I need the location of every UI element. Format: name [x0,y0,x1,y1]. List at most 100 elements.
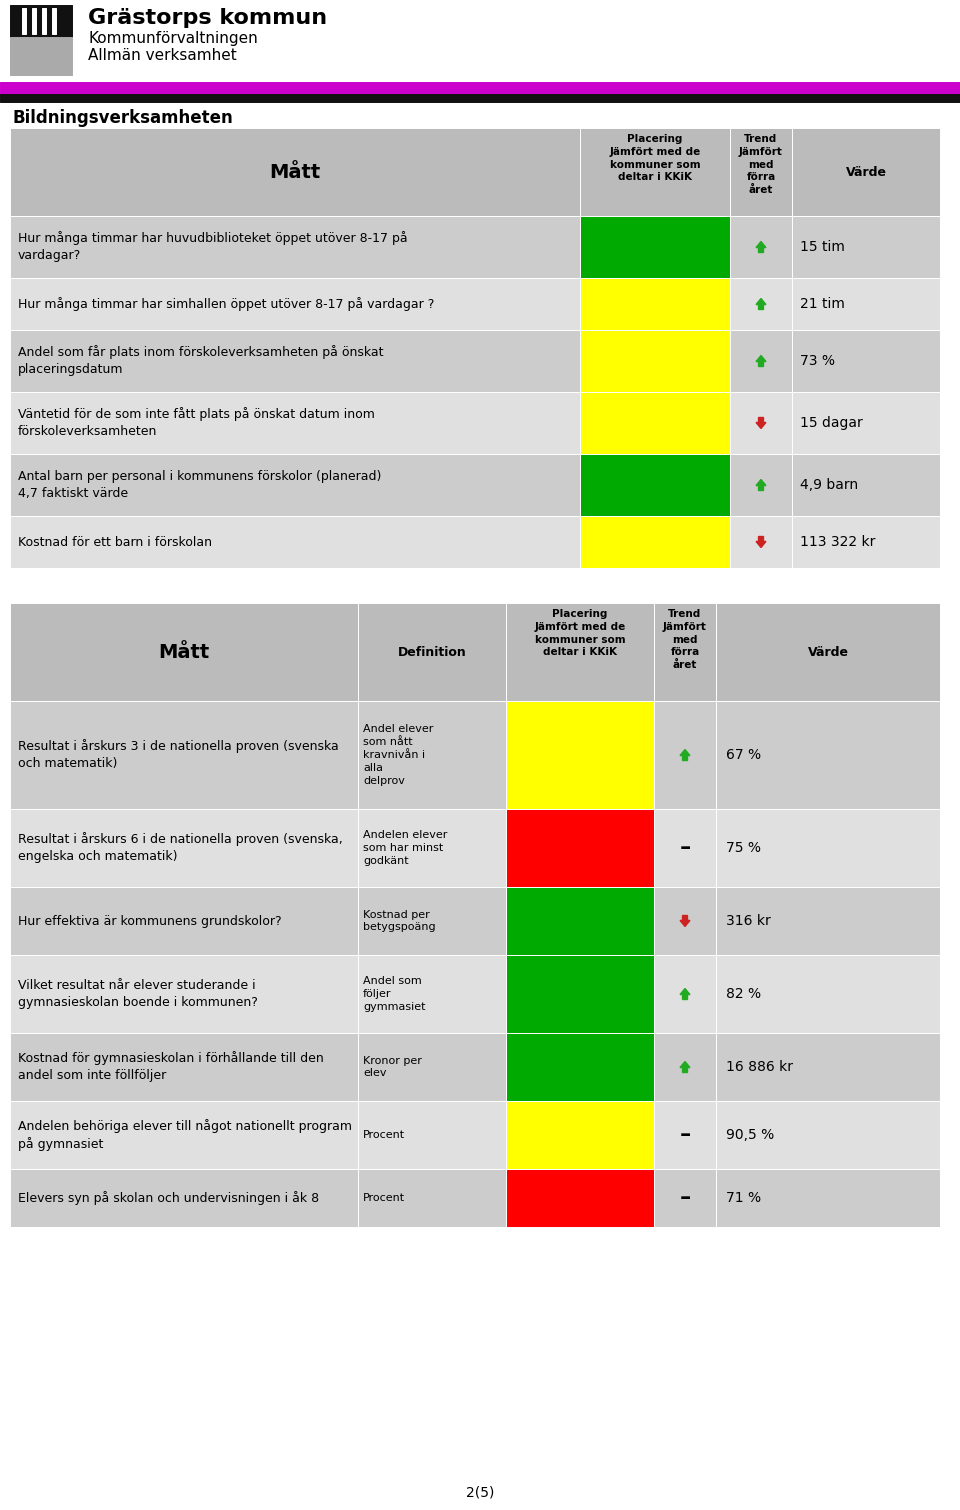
Text: 16 886 kr: 16 886 kr [726,1060,793,1074]
Bar [654,1101,716,1169]
FancyArrow shape [680,989,690,1000]
Bar [716,701,940,809]
Text: 15 tim: 15 tim [800,240,845,254]
Bar [716,602,940,701]
FancyArrow shape [756,299,766,310]
Bar [654,701,716,809]
Bar [0,82,960,94]
Bar [792,393,940,455]
Bar [506,954,654,1033]
Text: Resultat i årskurs 6 i de nationella proven (svenska,
engelska och matematik): Resultat i årskurs 6 i de nationella pro… [18,832,343,864]
Bar [506,1169,654,1228]
Text: Vilket resultat når elever studerande i
gymnasieskolan boende i kommunen?: Vilket resultat når elever studerande i … [18,978,258,1009]
Bar [580,216,730,278]
Bar [730,516,792,568]
Bar [358,602,506,701]
Bar [10,1033,358,1101]
Text: Placering
Jämfört med de
kommuner som
deltar i KKiK: Placering Jämfört med de kommuner som de… [535,609,626,657]
Text: Hur effektiva är kommunens grundskolor?: Hur effektiva är kommunens grundskolor? [18,915,281,927]
Bar [792,216,940,278]
Text: Kronor per
elev: Kronor per elev [363,1055,421,1078]
Text: 73 %: 73 % [800,353,835,368]
Text: –: – [680,1188,690,1208]
Bar [0,0,960,80]
Text: 82 %: 82 % [726,988,761,1001]
Text: Värde: Värde [807,645,849,658]
Bar [10,1169,358,1228]
Text: Hur många timmar har simhallen öppet utöver 8-17 på vardagar ?: Hur många timmar har simhallen öppet utö… [18,297,434,311]
FancyArrow shape [756,480,766,491]
Text: Andel som får plats inom förskoleverksamheten på önskat
placeringsdatum: Andel som får plats inom förskoleverksam… [18,346,383,376]
Bar [10,701,358,809]
Bar [730,216,792,278]
Bar [358,954,506,1033]
FancyArrow shape [680,749,690,761]
Text: –: – [680,838,690,858]
Bar [730,128,792,216]
Bar [10,602,358,701]
Text: Andel elever
som nått
kravnivån i
alla
delprov: Andel elever som nått kravnivån i alla d… [363,725,433,785]
Text: Kommunförvaltningen: Kommunförvaltningen [88,30,257,45]
Bar [10,954,358,1033]
Bar [792,516,940,568]
Text: 75 %: 75 % [726,841,761,855]
Bar [716,1169,940,1228]
Text: Andelen elever
som har minst
godkänt: Andelen elever som har minst godkänt [363,831,447,865]
FancyArrow shape [756,417,766,429]
Bar [506,1101,654,1169]
Bar [10,216,580,278]
Text: 71 %: 71 % [726,1191,761,1205]
Text: 67 %: 67 % [726,747,761,763]
Bar [358,701,506,809]
Bar [10,1101,358,1169]
Bar [716,954,940,1033]
Text: Mått: Mått [270,163,321,181]
Bar [10,128,580,216]
Bar [716,886,940,954]
Bar [506,809,654,886]
Text: 316 kr: 316 kr [726,914,771,929]
FancyArrow shape [680,915,690,927]
Bar [358,809,506,886]
Text: Grästorps kommun: Grästorps kommun [88,8,327,29]
Bar [10,5,72,38]
Bar [580,516,730,568]
Bar [10,516,580,568]
FancyArrow shape [756,536,766,548]
Bar [506,602,654,701]
Text: Väntetid för de som inte fått plats på önskat datum inom
förskoleverksamheten: Väntetid för de som inte fått plats på ö… [18,408,374,438]
Bar [792,455,940,516]
Text: –: – [680,1125,690,1145]
Bar [792,278,940,331]
FancyArrow shape [756,242,766,252]
FancyArrow shape [756,355,766,367]
Bar [792,128,940,216]
Text: 4,9 barn: 4,9 barn [800,479,858,492]
Bar [22,8,26,35]
Bar [358,1101,506,1169]
Bar [580,278,730,331]
Bar [730,455,792,516]
Text: Trend
Jämfört
med
förra
året: Trend Jämfört med förra året [663,609,707,670]
Bar [32,8,36,35]
Text: Placering
Jämfört med de
kommuner som
deltar i KKiK: Placering Jämfört med de kommuner som de… [610,134,701,183]
Text: Andelen behöriga elever till något nationellt program
på gymnasiet: Andelen behöriga elever till något natio… [18,1119,352,1151]
Bar [10,809,358,886]
Bar [716,809,940,886]
Text: 2(5): 2(5) [466,1484,494,1499]
Bar [10,455,580,516]
Text: 15 dagar: 15 dagar [800,415,863,430]
Bar [358,886,506,954]
Bar [10,38,72,76]
Text: Kostnad för gymnasieskolan i förhållande till den
andel som inte föllföljer: Kostnad för gymnasieskolan i förhållande… [18,1051,324,1083]
Bar [654,809,716,886]
Text: Elevers syn på skolan och undervisningen i åk 8: Elevers syn på skolan och undervisningen… [18,1191,319,1205]
Bar [580,128,730,216]
Bar [358,1033,506,1101]
Text: Kostnad per
betygspoäng: Kostnad per betygspoäng [363,909,436,932]
Text: Värde: Värde [846,166,886,178]
Text: Trend
Jämfört
med
förra
året: Trend Jämfört med förra året [739,134,783,195]
Text: Definition: Definition [397,645,467,658]
Bar [730,393,792,455]
Bar [580,331,730,393]
